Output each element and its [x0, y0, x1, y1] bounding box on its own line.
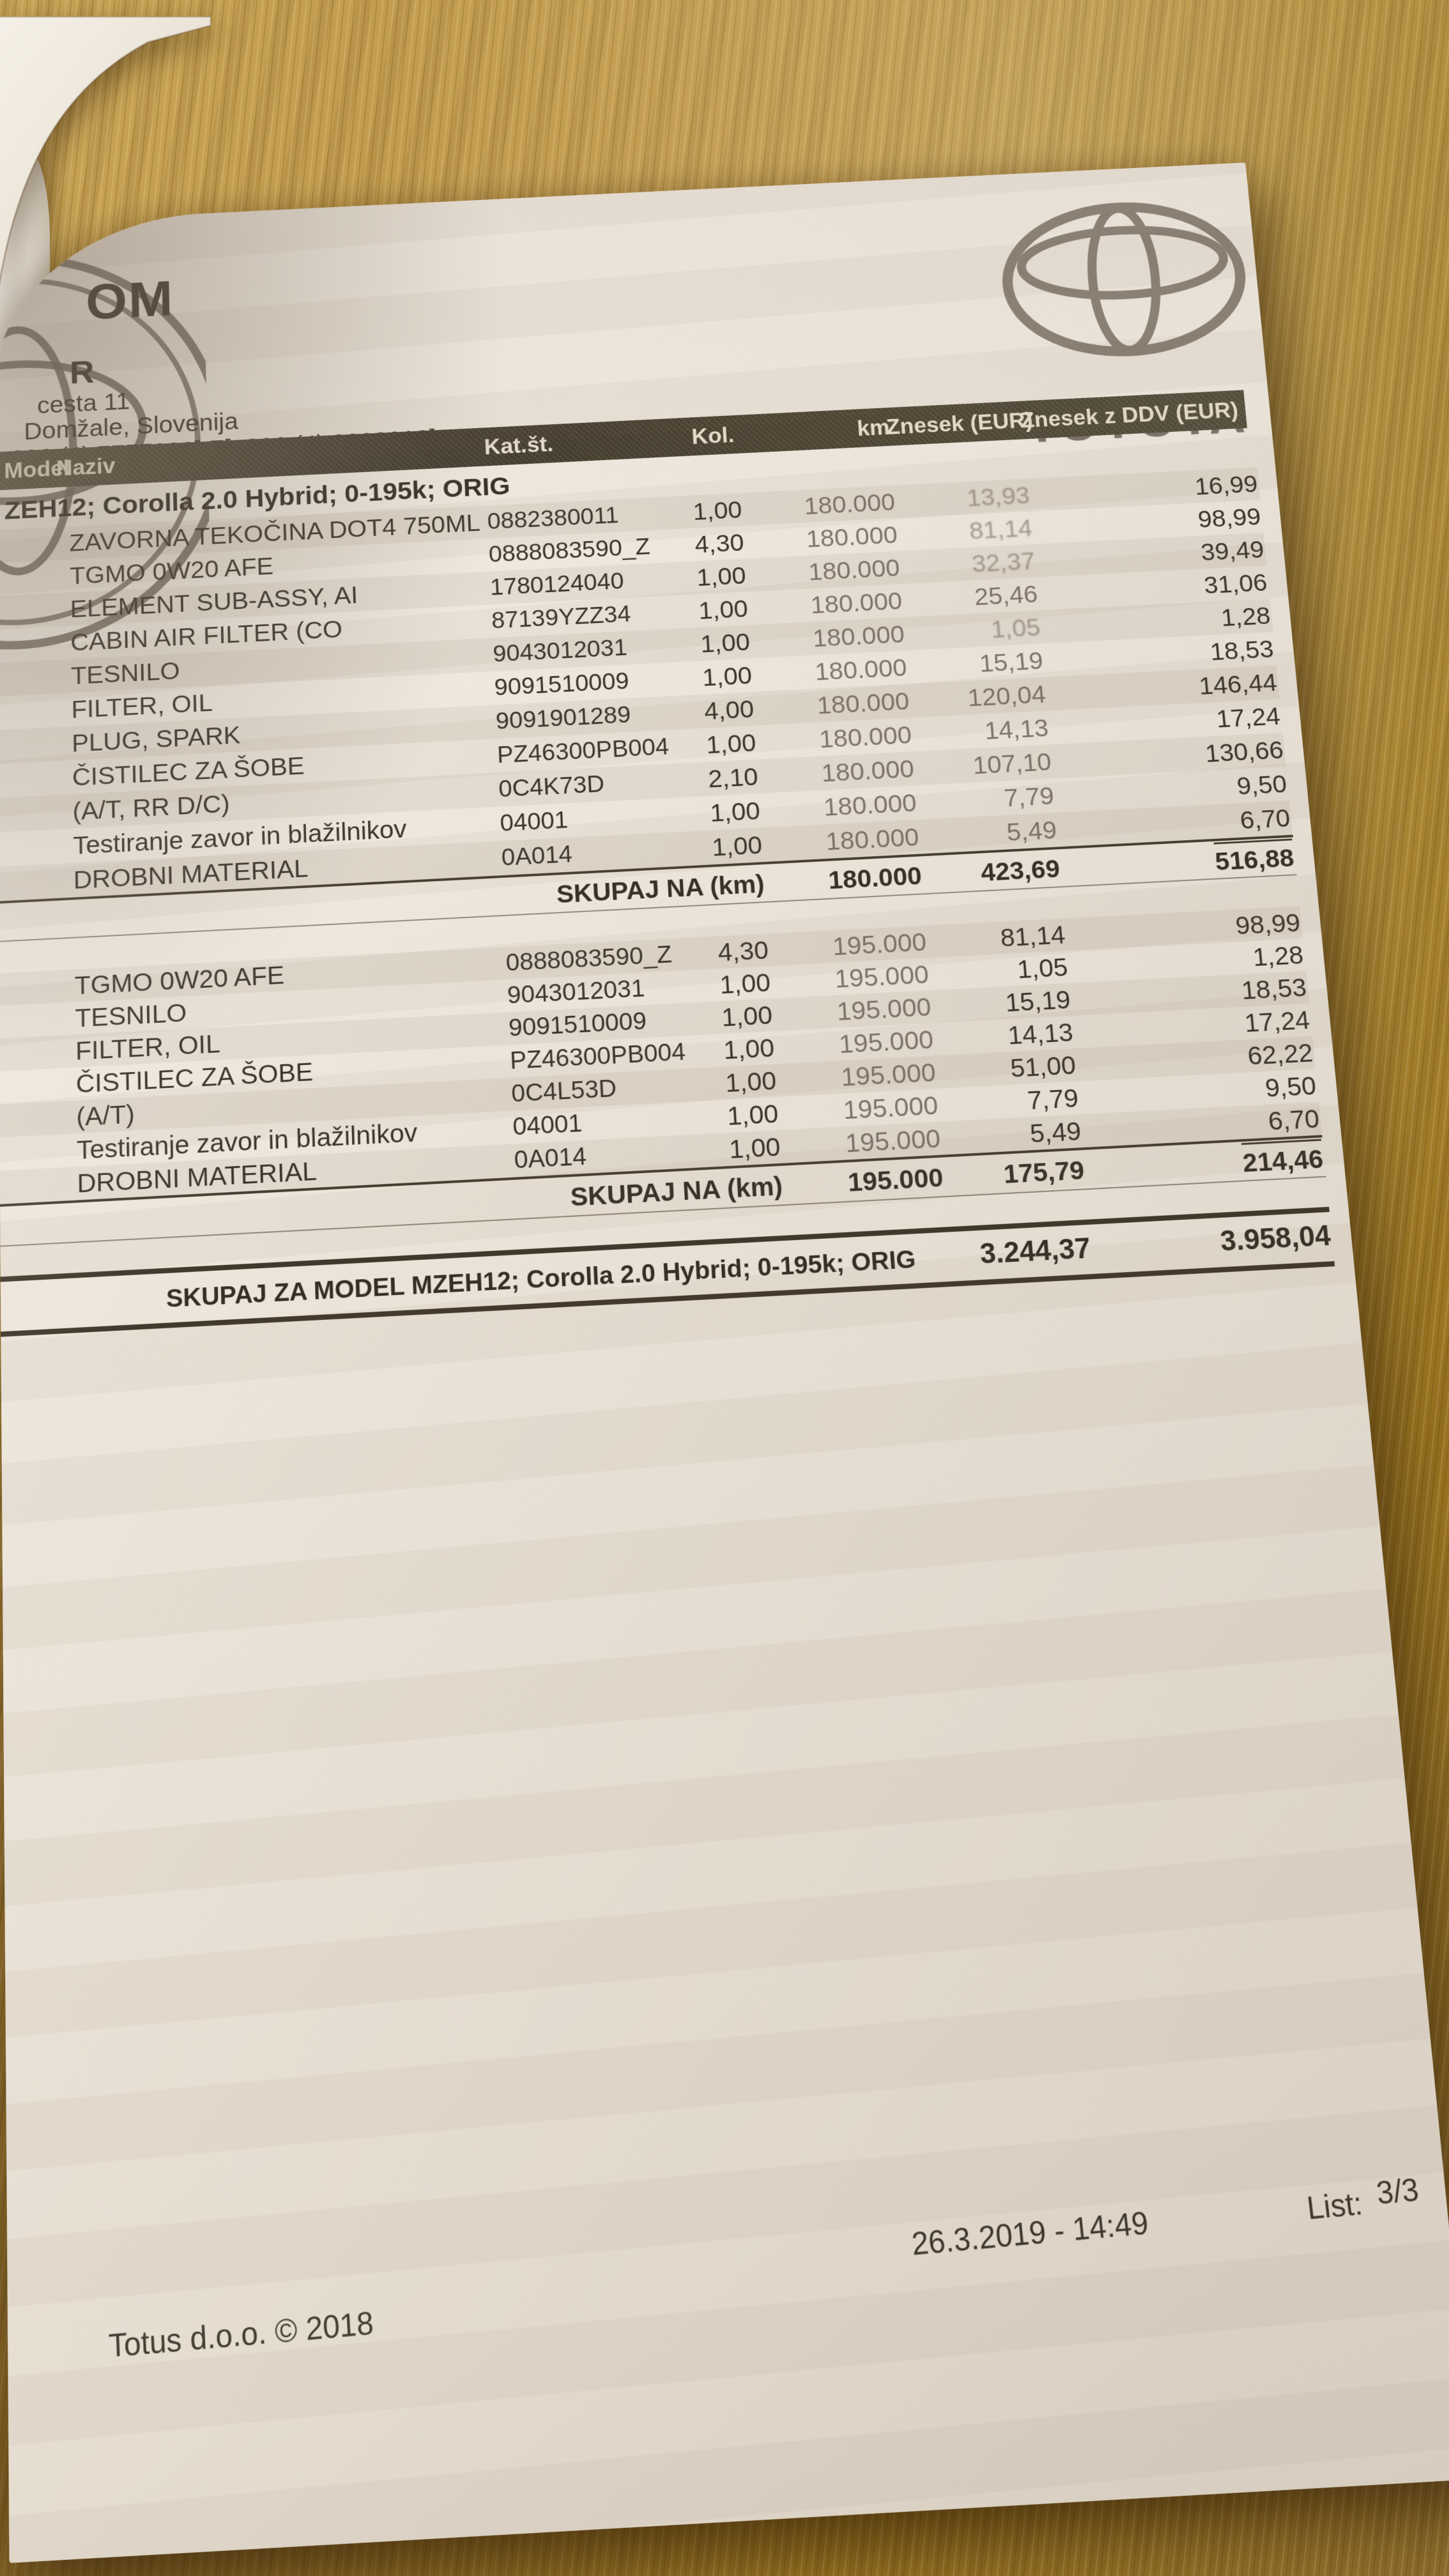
col-header-kol: Kol. — [691, 422, 735, 449]
col-header-naziv: Naziv — [56, 453, 116, 480]
page-list-label: List: — [1305, 2185, 1365, 2227]
toyota-brand-block: TOYOTA — [985, 188, 1265, 453]
col-header-kat: Kat.št. — [484, 431, 554, 459]
col-header-znesek: Znesek (EUR) — [885, 408, 1034, 440]
page-number: 3/3 — [1374, 2172, 1421, 2212]
print-timestamp: 26.3.2019 - 14:49 — [910, 2205, 1151, 2263]
dealer-line2-fragment: R — [69, 353, 95, 391]
service-cost-table: Model Naziv Kat.št. Kol. km Znesek (EUR)… — [0, 390, 1335, 1337]
col-header-znesek-ddv: Znesek z DDV (EUR) — [1020, 397, 1239, 433]
toyota-logo-icon — [985, 188, 1264, 371]
curled-page-corner — [0, 17, 211, 286]
paper-sheet: OM R cesta 11 Domžale, Slovenija 386 (4)… — [0, 162, 1449, 2563]
section-180000km: ZAVORNA TEKOČINA DOT4 750ML 0882380011 1,0… — [0, 467, 1293, 901]
